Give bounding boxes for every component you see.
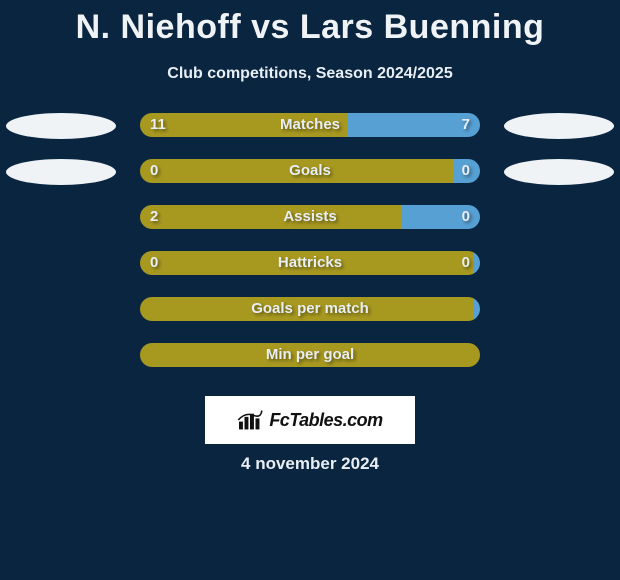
stat-bar-right xyxy=(473,251,480,275)
stat-bar-left xyxy=(140,251,473,275)
stat-bar-right xyxy=(453,159,480,183)
stat-bar-left xyxy=(140,159,453,183)
stat-bar-track xyxy=(140,113,480,137)
stat-bar-track xyxy=(140,251,480,275)
page-title: N. Niehoff vs Lars Buenning xyxy=(0,0,620,47)
stat-bar-right xyxy=(473,297,480,321)
stat-bar-track xyxy=(140,297,480,321)
stat-bar-right xyxy=(402,205,480,229)
stat-bar-track xyxy=(140,159,480,183)
bar-chart-icon xyxy=(237,409,263,431)
player-left-ellipse xyxy=(6,159,116,185)
stat-bar-left xyxy=(140,113,347,137)
stat-row: Goals00 xyxy=(0,159,620,205)
player-right-ellipse xyxy=(504,159,614,185)
stat-bar-track xyxy=(140,343,480,367)
player-left-ellipse xyxy=(6,113,116,139)
stat-bar-left xyxy=(140,343,480,367)
stat-row: Goals per match xyxy=(0,297,620,343)
stat-bar-left xyxy=(140,205,402,229)
logo-badge: FcTables.com xyxy=(205,396,415,444)
stat-bar-track xyxy=(140,205,480,229)
stat-bar-right xyxy=(347,113,480,137)
logo-text: FcTables.com xyxy=(269,410,382,431)
player-right-ellipse xyxy=(504,113,614,139)
stat-bar-left xyxy=(140,297,473,321)
stat-row: Assists20 xyxy=(0,205,620,251)
page-subtitle: Club competitions, Season 2024/2025 xyxy=(0,65,620,83)
stat-row: Hattricks00 xyxy=(0,251,620,297)
stat-row: Min per goal xyxy=(0,343,620,389)
stat-row: Matches117 xyxy=(0,113,620,159)
date-text: 4 november 2024 xyxy=(0,454,620,474)
stat-rows: Matches117Goals00Assists20Hattricks00Goa… xyxy=(0,113,620,389)
